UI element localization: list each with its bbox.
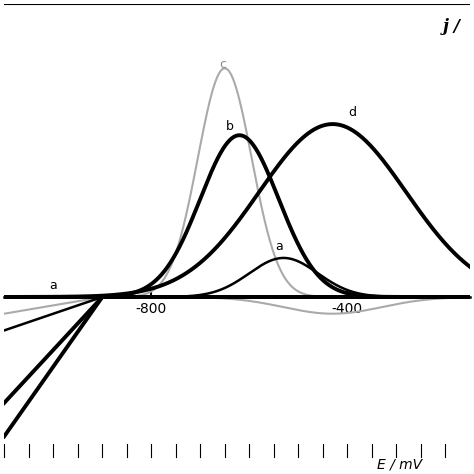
Text: a: a (275, 239, 283, 253)
Text: c: c (219, 58, 226, 71)
X-axis label: E / mV: E / mV (377, 457, 422, 471)
Text: j /: j / (443, 18, 461, 35)
Text: d: d (348, 106, 356, 118)
Text: a: a (49, 279, 57, 292)
Text: b: b (226, 119, 234, 133)
